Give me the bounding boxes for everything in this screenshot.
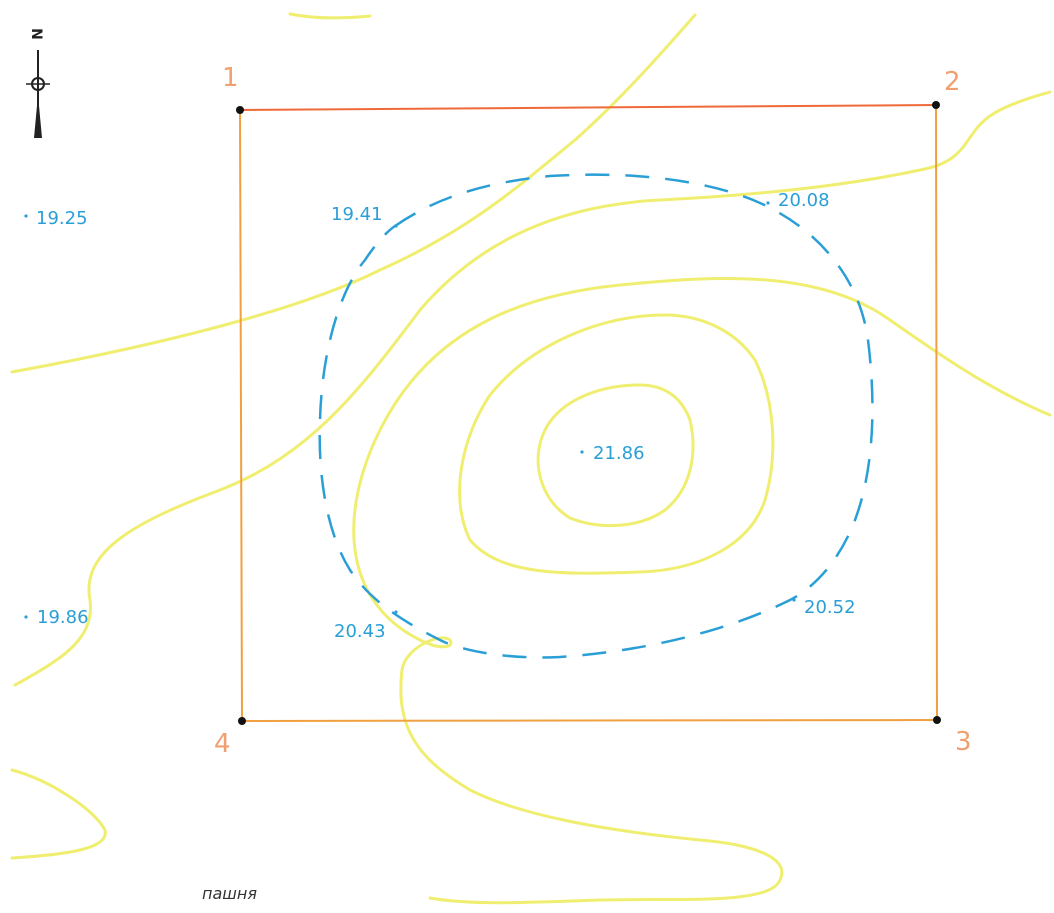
north-letter: N [28,28,44,40]
elevation-label-2052: 20.52 [804,597,856,618]
north-arrow-needle [34,95,42,138]
elevation-label-2008: 20.08 [778,190,830,211]
corner-label-4: 4 [214,729,231,759]
contour-summit-loop [536,383,695,527]
elevation-dot [792,598,796,602]
elevation-dot [394,224,398,228]
contour-lines [10,12,1052,905]
corner-stations [236,101,941,725]
station-dot-1 [236,106,244,114]
station-dot-2 [932,101,940,109]
elevation-dot [24,214,28,218]
contour-outer-right [13,90,1052,687]
contour-outer-upper [10,13,697,374]
elevation-dot [766,201,770,205]
station-dot-3 [933,716,941,724]
corner-label-1: 1 [222,63,239,93]
corner-label-3: 3 [955,727,972,757]
elevation-label-1941: 19.41 [331,204,383,225]
north-arrow-icon: N [26,28,50,138]
elevation-label-1925: 19.25 [36,208,88,229]
corner-label-2: 2 [944,67,961,97]
elevation-dot [24,615,28,619]
elevation-dot [580,450,584,454]
boundary-edge-top [239,104,937,111]
contour-middle-loop [352,276,1052,905]
land-use-label: пашня [202,884,257,903]
contour-top-arc [288,12,372,20]
elevation-label-2043: 20.43 [334,621,386,642]
elevation-label-2186: 21.86 [593,443,645,464]
elevation-dot [394,610,398,614]
elevation-points: 19.25 19.41 20.08 21.86 19.86 20.43 20.5… [24,190,856,642]
contour-bottom-left [10,768,107,860]
dashed-object-outline [318,173,874,659]
corner-labels: 1 2 3 4 [214,63,972,759]
contour-inner-loop [458,313,775,575]
boundary-edge-right [935,104,938,721]
parcel-boundary [239,104,938,722]
boundary-edge-bottom [241,719,938,722]
elevation-label-1986: 19.86 [37,607,89,628]
station-dot-4 [238,717,246,725]
boundary-edge-left [239,109,243,722]
